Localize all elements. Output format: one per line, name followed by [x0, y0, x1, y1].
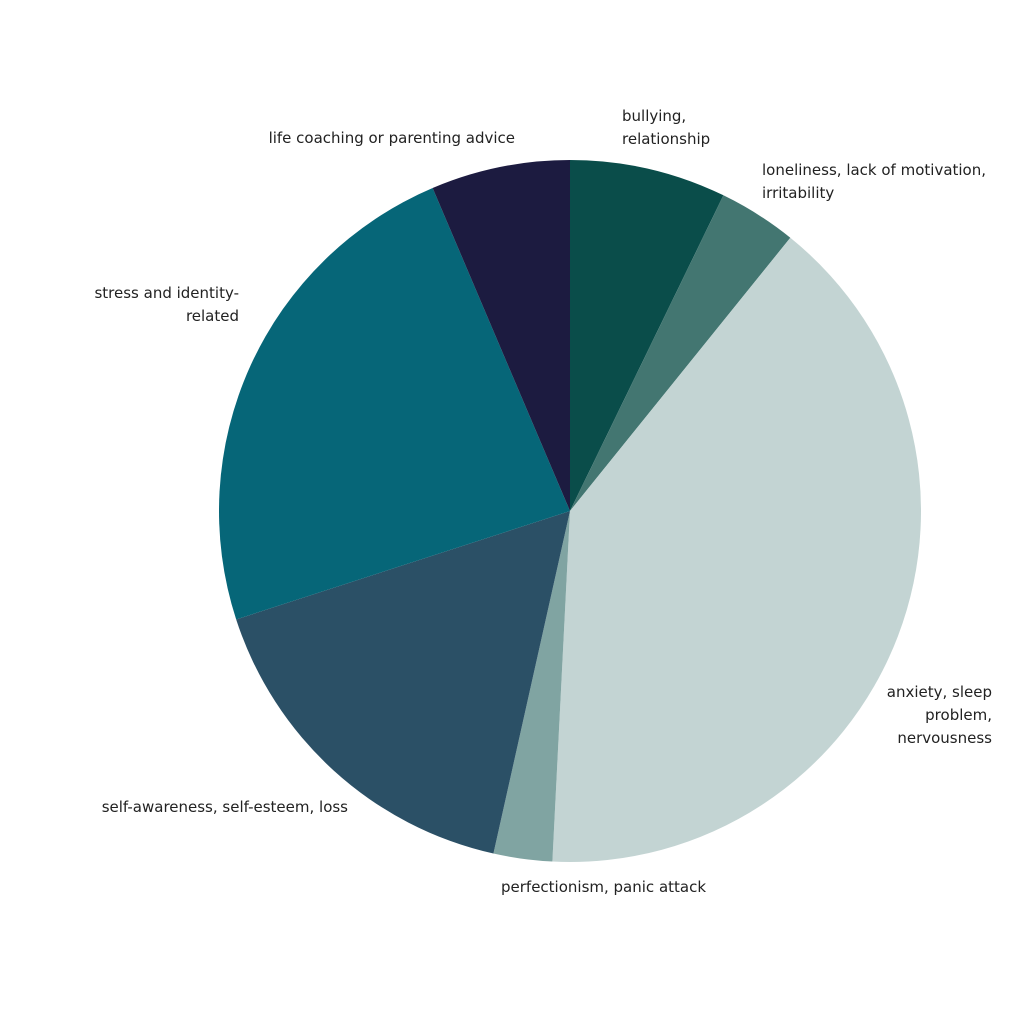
- slice-label: bullying, relationship: [622, 107, 711, 148]
- slice-label: self-awareness, self-esteem, loss: [101, 798, 348, 816]
- pie-slice: [570, 195, 791, 511]
- slice-label: anxiety, sleep problem, nervousness: [886, 683, 992, 747]
- pie-slice: [552, 237, 921, 862]
- slice-label: perfectionism, panic attack: [501, 878, 707, 896]
- slice-label: life coaching or parenting advice: [268, 129, 515, 147]
- pie-slice: [219, 187, 570, 620]
- pie-slice: [570, 160, 724, 511]
- pie-slice: [493, 511, 570, 862]
- pie-slice: [432, 160, 570, 511]
- slice-label: stress and identity-related: [94, 284, 239, 325]
- slice-label: loneliness, lack of motivation, irritabi…: [762, 161, 987, 202]
- pie-slice: [236, 511, 570, 854]
